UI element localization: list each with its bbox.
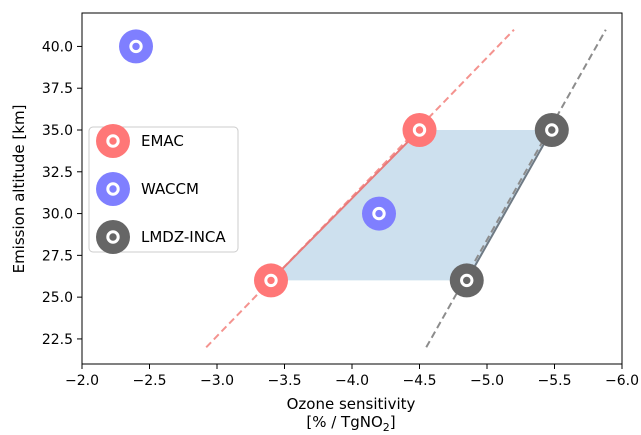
legend-label: LMDZ-INCA <box>141 228 226 246</box>
shaded-region <box>271 130 552 281</box>
y-tick-label: 35.0 <box>42 123 73 139</box>
x-axis-units-suffix: ] <box>390 413 396 431</box>
legend-label: EMAC <box>141 132 184 150</box>
y-tick-label: 27.5 <box>42 248 73 264</box>
y-tick-label: 22.5 <box>42 332 73 348</box>
x-tick-label: −5.0 <box>470 373 504 389</box>
data-point-waccm-1 <box>362 196 396 231</box>
x-tick-label: −4.5 <box>403 373 437 389</box>
y-tick-label: 32.5 <box>42 165 73 181</box>
data-point-lmdz-inca-0 <box>449 263 484 298</box>
y-axis-label: Emission altitude [km] <box>10 105 28 274</box>
solid-line-0 <box>270 129 421 282</box>
shaded-region-layer <box>271 130 552 281</box>
legend-entry-lmdz-inca: LMDZ-INCA <box>96 220 226 254</box>
legend-label: WACCM <box>141 180 199 198</box>
legend: EMAC WACCM LMDZ-INCA <box>88 124 239 254</box>
x-tick-label: −5.5 <box>538 373 572 389</box>
solid-line-1 <box>465 129 553 281</box>
y-tick-label: 30.0 <box>42 207 73 223</box>
dashed-trend-line-1 <box>425 29 607 348</box>
point-layer <box>119 29 569 298</box>
dashed-trend-line-0 <box>205 29 515 348</box>
y-tick-label: 25.0 <box>42 290 73 306</box>
tick-layer: −2.0 −2.5 −3.0 −3.5 −4.0 −4.5 −5.0 −5.5 −6.0 22.5… <box>42 39 639 389</box>
legend-marker-lmdz-inca <box>96 220 130 254</box>
x-tick-label: −3.5 <box>268 373 302 389</box>
legend-marker-waccm <box>96 172 130 206</box>
data-point-emac-1 <box>402 113 437 147</box>
x-axis-label: Ozone sensitivity <box>287 395 416 413</box>
data-point-lmdz-inca-1 <box>534 113 569 147</box>
legend-frame <box>88 126 239 253</box>
x-axis-units-prefix: [% / TgNO <box>306 413 382 431</box>
x-tick-label: −4.0 <box>335 373 369 389</box>
y-tick-label: 37.5 <box>42 81 73 97</box>
line-layer <box>205 29 607 348</box>
legend-entry-waccm: WACCM <box>96 172 199 206</box>
x-tick-label: −6.0 <box>605 373 639 389</box>
legend-entry-emac: EMAC <box>96 124 184 158</box>
data-point-emac-0 <box>254 263 288 298</box>
x-tick-label: −2.5 <box>133 373 167 389</box>
data-point-waccm-0 <box>119 29 153 64</box>
x-tick-label: −3.0 <box>200 373 234 389</box>
y-tick-label: 40.0 <box>42 39 73 55</box>
x-axis-label-units: [% / TgNO2] <box>306 413 395 431</box>
x-axis-units-subscript: 2 <box>383 421 390 431</box>
x-tick-label: −2.0 <box>65 373 99 389</box>
legend-marker-emac <box>96 124 130 158</box>
